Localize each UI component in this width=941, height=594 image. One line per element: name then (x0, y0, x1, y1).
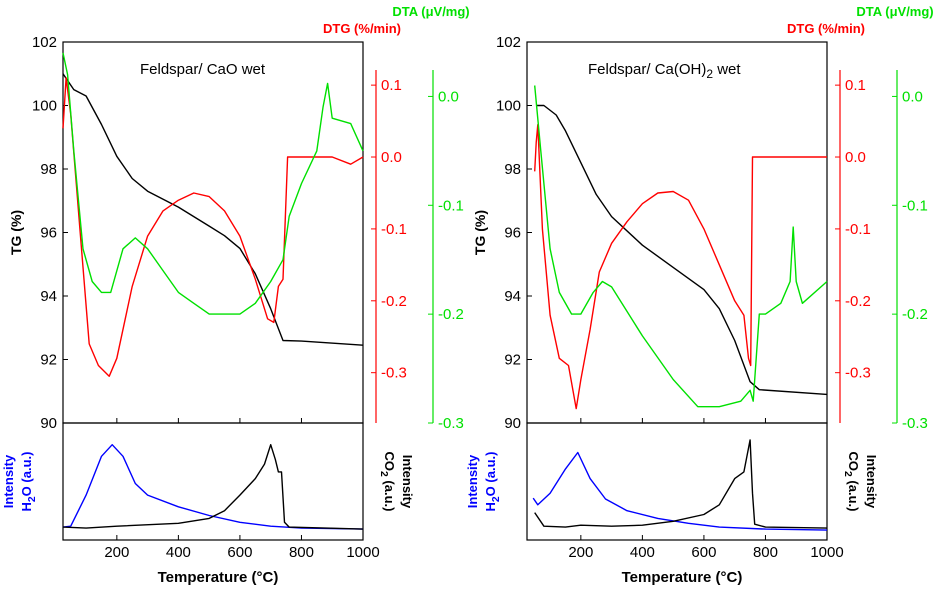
dta-tick-label: -0.1 (902, 197, 928, 214)
lower-plot-frame (62, 422, 364, 541)
dtg-tick-label: 0.1 (381, 77, 402, 94)
dta-axis-label: DTA (μV/mg) (856, 4, 933, 19)
tg-tick-label: 94 (504, 288, 521, 305)
co2-intensity-label: Intensity (864, 455, 879, 509)
dta-tick-label: -0.2 (902, 306, 928, 323)
x-tick-label: 1000 (346, 544, 379, 561)
tg-tick-label: 100 (496, 98, 521, 115)
tg-series-line (536, 104, 828, 396)
x-tick-label: 1000 (810, 544, 843, 561)
dta-series-line (62, 52, 364, 315)
co2-series-line (534, 439, 828, 529)
tg-tick-label: 98 (40, 161, 57, 178)
dta-tick-label: 0.0 (438, 88, 459, 105)
dta-tick-label: -0.3 (438, 415, 464, 432)
dtg-series-line (534, 123, 827, 410)
dtg-axis-label: DTG (%/min) (323, 21, 401, 36)
x-tick-label: 800 (753, 544, 778, 561)
tg-series-line (62, 73, 364, 346)
x-tick-label: 800 (289, 544, 314, 561)
x-tick-label: 400 (630, 544, 655, 561)
h2o-intensity-label: Intensity (465, 454, 480, 508)
x-tick-label: 200 (104, 544, 129, 561)
tg-tick-label: 102 (496, 34, 521, 51)
co2-unit-label: CO2 (a.u.) (378, 452, 397, 512)
tg-tick-label: 90 (40, 415, 57, 432)
h2o-series-line (62, 444, 364, 530)
dtg-tick-label: -0.2 (381, 293, 407, 310)
x-tick-label: 200 (568, 544, 593, 561)
tg-tick-label: 90 (504, 415, 521, 432)
dtg-tick-label: -0.1 (381, 221, 407, 238)
x-axis-label: Temperature (°C) (622, 569, 743, 586)
dta-tick-label: 0.0 (902, 88, 923, 105)
right-panel: 90 92 94 96 98 100 102 TG (%) -0.3 -0.2 -0.1 0.0 0.1… (465, 4, 934, 586)
x-tick-label: 400 (166, 544, 191, 561)
dtg-tick-label: -0.3 (845, 365, 871, 382)
upper-plot-frame (526, 41, 828, 424)
tg-tick-label: 98 (504, 161, 521, 178)
tg-tick-label: 102 (32, 34, 57, 51)
dta-tick-label: -0.2 (438, 306, 464, 323)
tg-tick-label: 96 (40, 225, 57, 242)
dtg-tick-label: -0.3 (381, 365, 407, 382)
h2o-unit-label: H2O (a.u.) (483, 452, 502, 512)
dta-series-line (534, 85, 828, 408)
upper-plot-frame (62, 41, 364, 424)
tg-tick-label: 92 (504, 352, 521, 369)
dta-tick-label: -0.3 (902, 415, 928, 432)
tg-axis-label: TG (%) (8, 210, 24, 255)
x-tick-label: 600 (691, 544, 716, 561)
dtg-tick-label: -0.2 (845, 293, 871, 310)
left-panel: 90 92 94 96 98 100 102 TG (%) -0.3 -0.2 -0.1 0.0 0.1… (1, 4, 470, 586)
panel-title: Feldspar/ Ca(OH)2 wet (588, 61, 741, 81)
h2o-unit-label: H2O (a.u.) (19, 452, 38, 512)
h2o-intensity-label: Intensity (1, 454, 16, 508)
tg-tick-label: 94 (40, 288, 57, 305)
co2-intensity-label: Intensity (400, 455, 415, 509)
panel-title: Feldspar/ CaO wet (140, 61, 266, 78)
dtg-series-line (62, 77, 364, 377)
tg-tick-label: 92 (40, 352, 57, 369)
tg-axis-label: TG (%) (472, 210, 488, 255)
x-tick-label: 600 (227, 544, 252, 561)
lower-plot-frame (526, 422, 828, 541)
tg-tick-label: 96 (504, 225, 521, 242)
co2-series-line (62, 444, 364, 530)
dtg-tick-label: 0.1 (845, 77, 866, 94)
dtg-axis-label: DTG (%/min) (787, 21, 865, 36)
dta-axis-label: DTA (μV/mg) (392, 4, 469, 19)
h2o-series-line (532, 451, 828, 531)
dta-tick-label: -0.1 (438, 197, 464, 214)
x-axis-label: Temperature (°C) (158, 569, 279, 586)
dtg-tick-label: 0.0 (381, 149, 402, 166)
dtg-tick-label: -0.1 (845, 221, 871, 238)
tg-tick-label: 100 (32, 98, 57, 115)
dtg-tick-label: 0.0 (845, 149, 866, 166)
co2-unit-label: CO2 (a.u.) (842, 452, 861, 512)
